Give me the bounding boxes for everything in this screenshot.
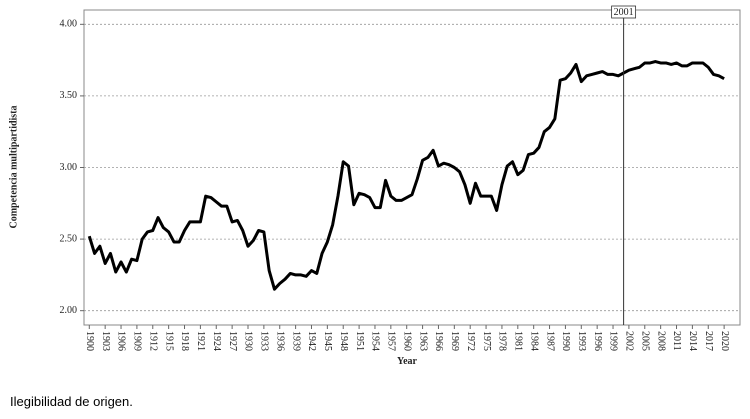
x-tick-label: 1957 (386, 331, 397, 351)
x-tick-label: 2020 (719, 331, 730, 351)
x-tick-label: 1945 (322, 331, 333, 351)
x-tick-label: 1906 (116, 331, 127, 351)
x-tick-label: 2014 (687, 331, 698, 351)
x-axis-label: Year (397, 356, 418, 367)
x-tick-label: 1915 (163, 331, 174, 351)
x-tick-label: 1951 (354, 331, 365, 351)
reference-label: 2001 (614, 7, 634, 18)
chart: Competencia multipartidista Year 2.00 2.5… (8, 5, 741, 367)
x-tick-label: 1900 (84, 331, 95, 351)
x-tick-label: 1936 (274, 331, 285, 351)
x-tick-label: 1939 (290, 331, 301, 351)
x-tick-label: 1966 (433, 331, 444, 351)
x-tick-label: 2005 (639, 331, 650, 351)
x-tick-label: 1912 (147, 331, 158, 351)
x-tick-label: 1924 (211, 331, 222, 351)
x-tick-label: 1930 (243, 331, 254, 351)
x-tick-label: 1993 (576, 331, 587, 351)
x-tick-label: 1990 (560, 331, 571, 351)
x-tick-label: 1987 (544, 331, 555, 351)
x-tick-label: 1975 (481, 331, 492, 351)
x-tick-label: 1963 (417, 331, 428, 351)
y-tick-label: 3.50 (60, 90, 78, 101)
y-tick-label: 3.00 (60, 162, 78, 173)
x-tick-label: 1978 (497, 331, 508, 351)
x-tick-label: 2017 (703, 331, 714, 351)
reference-label-box (611, 5, 637, 19)
x-tick-label: 1909 (132, 331, 143, 351)
x-tick-label: 1972 (465, 331, 476, 351)
data-line (87, 60, 725, 291)
x-tick-label: 1903 (100, 331, 111, 351)
x-tick-label: 2008 (655, 331, 666, 351)
y-tick-label: 2.50 (60, 233, 78, 244)
y-tick-label: 2.00 (60, 305, 78, 316)
y-axis-label: Competencia multipartidista (8, 105, 19, 228)
x-tick-label: 1942 (306, 331, 317, 351)
y-tick-label: 4.00 (60, 19, 78, 30)
x-tick-label: 1999 (608, 331, 619, 351)
caption: Ilegibilidad de origen. (10, 394, 133, 409)
x-tick-label: 1960 (401, 331, 412, 351)
x-tick-label: 1954 (370, 331, 381, 351)
x-tick-label: 1918 (179, 331, 190, 351)
x-tick-label: 1933 (259, 331, 270, 351)
x-tick-label: 1984 (528, 331, 539, 351)
x-tick-label: 1927 (227, 331, 238, 351)
x-tick-label: 1921 (195, 331, 206, 351)
x-tick-label: 1948 (338, 331, 349, 351)
x-tick-label: 1981 (513, 331, 524, 351)
x-tick-label: 1969 (449, 331, 460, 351)
x-tick-label: 1996 (592, 331, 603, 351)
x-tick-label: 2011 (671, 331, 682, 351)
x-tick-label: 2002 (624, 331, 635, 351)
